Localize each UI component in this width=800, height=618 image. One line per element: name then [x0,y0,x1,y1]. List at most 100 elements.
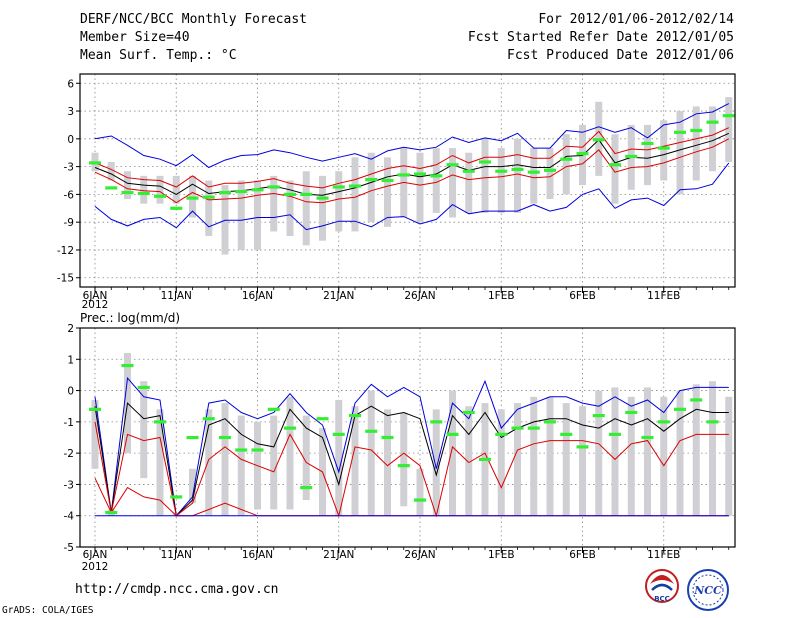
obs-mark [121,190,134,195]
spread-box [692,384,700,516]
obs-mark [495,432,508,436]
obs-mark [381,435,394,440]
ncc-logo-text: NCC [693,584,722,597]
obs-mark [365,177,378,182]
spread-box [237,180,245,250]
spread-box [351,406,359,516]
obs-mark [89,161,101,165]
obs-mark [625,410,638,415]
spread-box [546,148,554,200]
obs-mark [284,192,296,196]
obs-mark [462,169,475,173]
bcc-logo-text: BCC [654,595,670,603]
spread-box [91,399,99,469]
obs-mark [186,435,199,440]
x-tick-label: 16JAN [242,549,273,561]
spread-box [140,381,148,479]
spread-box [254,180,261,250]
obs-mark [625,154,638,159]
obs-mark [527,170,540,174]
obs-mark [170,206,183,210]
obs-mark [641,435,654,440]
y-tick-label: -4 [64,511,75,523]
spread-box [416,468,424,516]
obs-mark [560,432,573,436]
spread-box [562,134,570,195]
grads-credit: GrADS: COLA/IGES [2,605,94,616]
start-date-label: Fcst Started Refer Date 2012/01/05 [467,30,734,45]
obs-mark [576,152,589,156]
chart-title: DERF/NCC/BCC Monthly Forecast [80,12,307,27]
y-tick-label: -2 [64,448,74,460]
panel-temperature: 6 3 0 -3 -6 -9 -12 -15 6JAN 11JAN 16JAN 21JAN 26JAN 1… [57,73,736,311]
spread-box [725,97,733,162]
obs-mark [462,410,475,415]
obs-mark [414,498,426,502]
spread-box [205,409,213,516]
obs-mark [316,417,329,421]
y-tick-label: -15 [57,273,74,285]
source-url[interactable]: http://cmdp.ncc.cma.gov.cn [75,582,279,597]
obs-mark [690,398,703,402]
spread-box [562,403,570,516]
forecast-period: For 2012/01/06-2012/02/14 [538,12,734,27]
y-tick-label: -5 [64,542,74,554]
spread-box [660,120,668,181]
series-upper [94,127,730,189]
spread-box [660,396,668,516]
x-tick-label: 21JAN [323,549,354,561]
obs-mark [300,192,313,196]
obs-mark [609,163,621,167]
y-tick-label: -12 [57,245,74,257]
spread-box [644,387,651,516]
obs-mark [495,169,508,173]
y-tick-label: -9 [64,217,74,229]
spread-box [530,396,538,516]
y-tick-label: -3 [64,479,74,491]
series-max [94,103,730,169]
spread-box [676,390,684,516]
obs-mark [674,407,686,411]
obs-mark [349,184,361,188]
obs-mark [137,191,150,196]
x-tick-label: 6JAN [83,290,108,302]
y-tick-label: 6 [67,78,74,90]
obs-mark [349,414,361,418]
y-tick-label: 1 [67,354,74,366]
obs-mark [430,420,443,424]
spread-box [205,180,213,237]
obs-mark [89,407,101,411]
spread-box [319,175,326,241]
spread-box [367,152,375,223]
obs-mark [722,114,735,118]
obs-mark [137,385,150,390]
spread-box [156,175,164,204]
ncc-logo-ring [687,569,729,611]
obs-mark [121,363,134,368]
spread-box [497,148,505,213]
year-label: 2012 [82,299,109,311]
plot-frame [79,327,736,548]
obs-mark [414,172,426,176]
spread-box [270,415,278,510]
obs-mark [479,457,491,461]
spread-box [384,157,391,227]
obs-mark [609,432,621,436]
spread-box [497,409,505,516]
spread-box [302,415,310,501]
obs-mark [219,435,231,440]
spread-box [302,171,310,246]
obs-mark [674,130,686,134]
obs-mark [446,163,459,167]
spread-box [692,106,700,181]
spread-box [514,403,521,516]
obs-mark [105,510,118,515]
obs-mark [511,426,524,430]
obs-mark [592,138,605,142]
obs-mark [235,448,248,452]
obs-mark [560,157,573,161]
spread-box [286,180,294,237]
obs-mark [690,128,703,133]
spread-box [627,396,635,516]
